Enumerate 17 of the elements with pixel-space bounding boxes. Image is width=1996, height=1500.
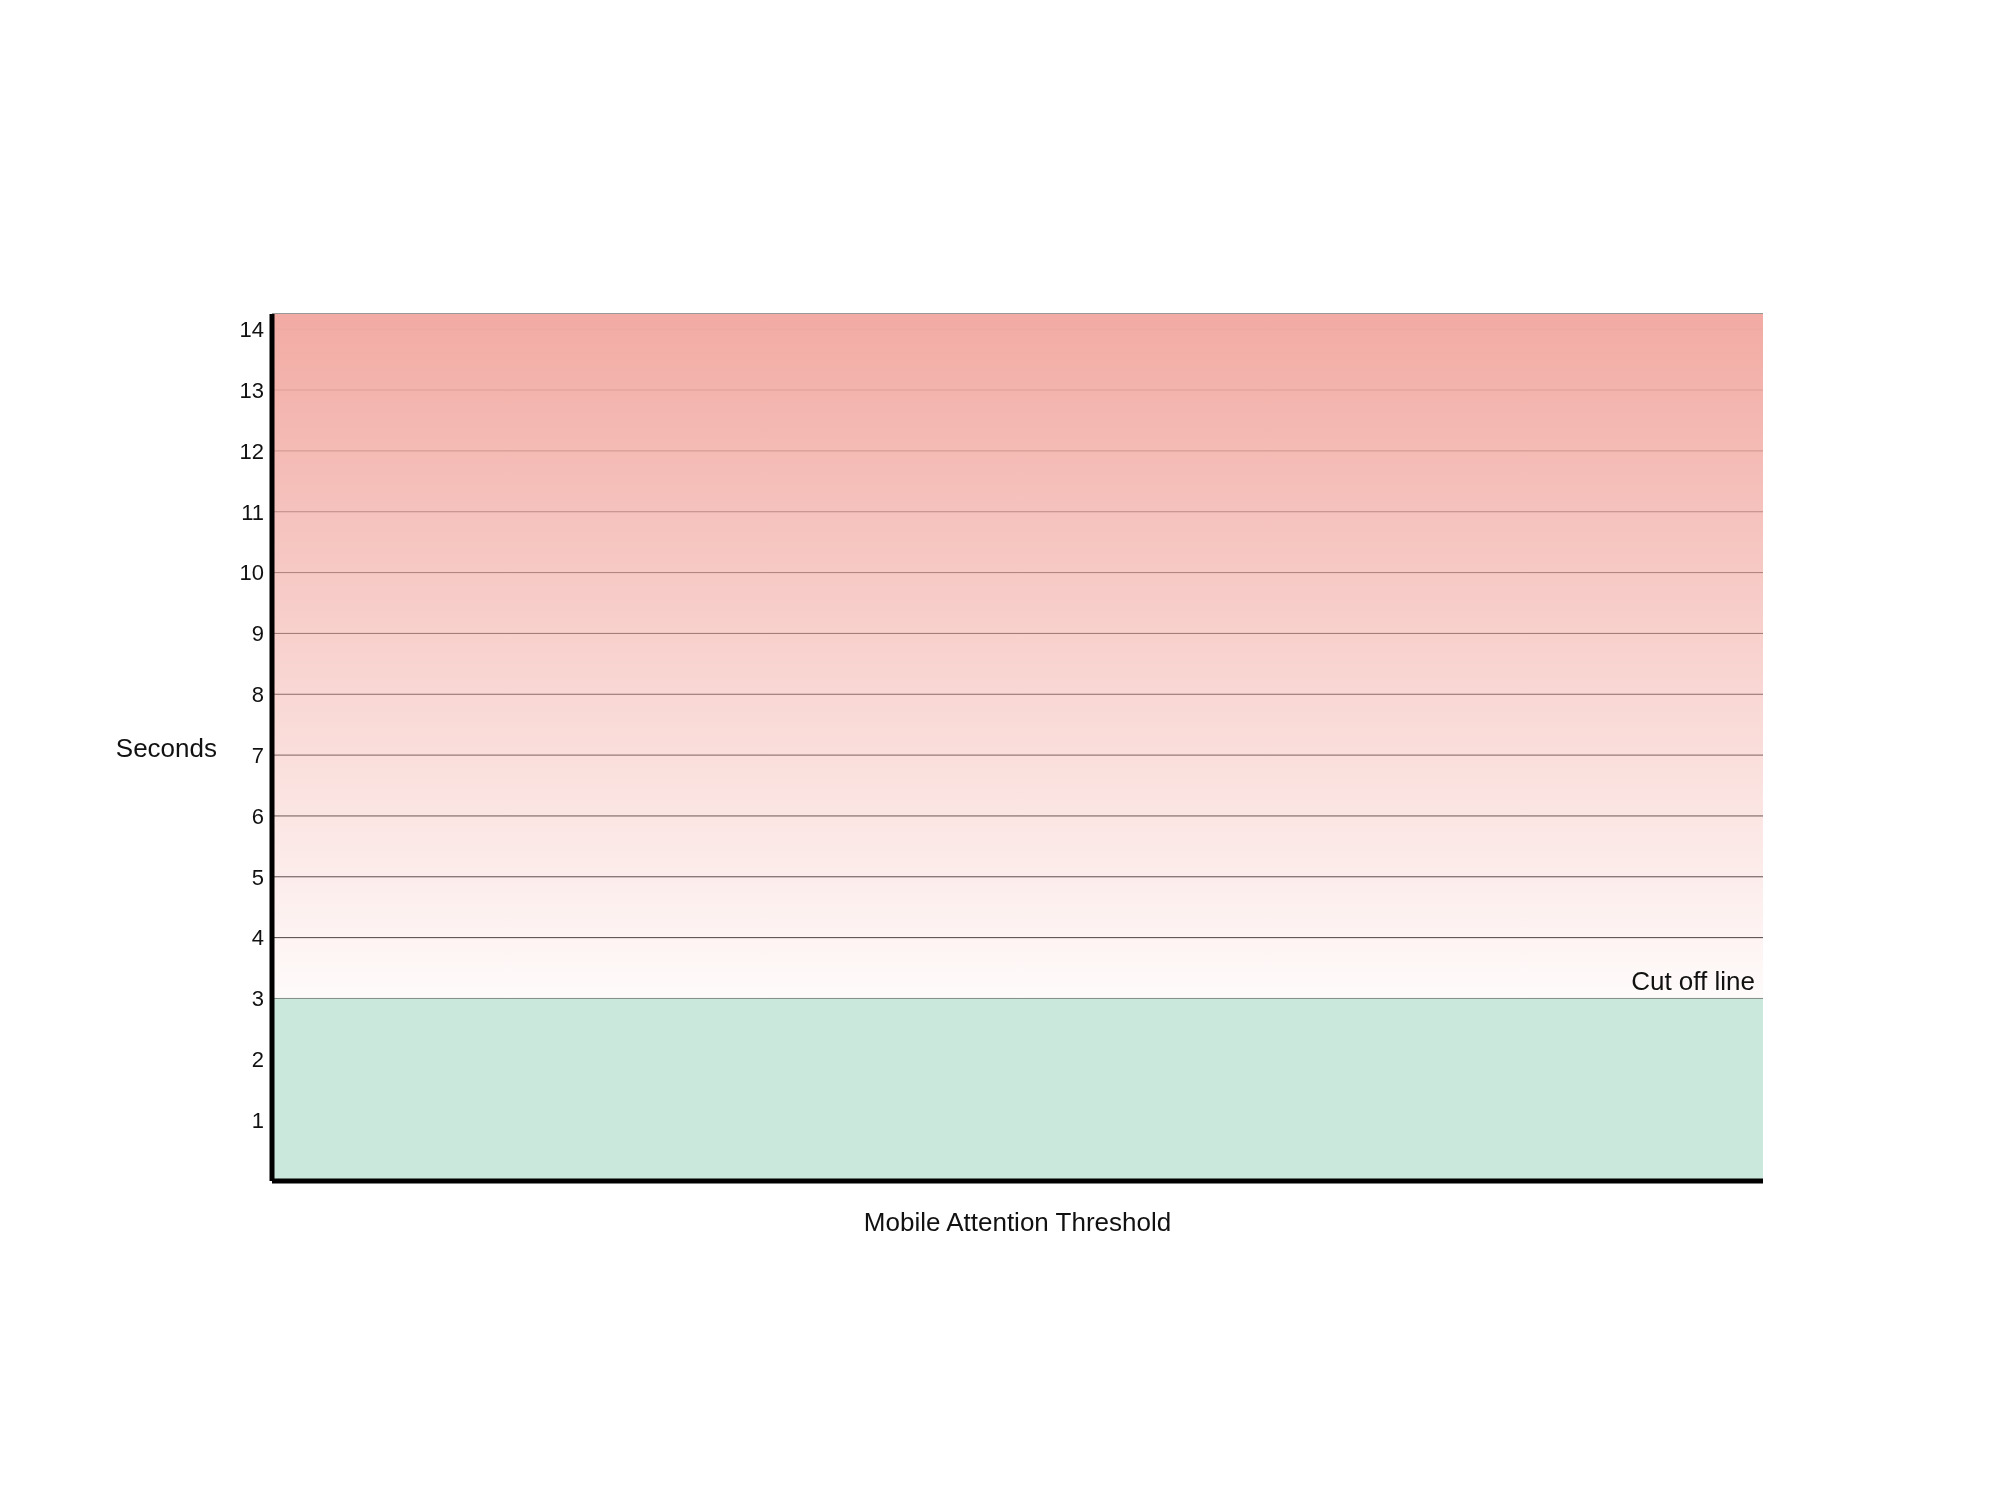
y-tick-label: 2 bbox=[251, 1047, 264, 1073]
y-tick-label: 10 bbox=[239, 560, 264, 586]
y-tick-label: 9 bbox=[251, 621, 264, 647]
y-tick-label: 7 bbox=[251, 742, 264, 768]
y-tick-label: 1 bbox=[251, 1107, 264, 1133]
y-tick-label: 5 bbox=[251, 864, 264, 890]
y-tick-label: 3 bbox=[251, 986, 264, 1012]
y-axis-title: Seconds bbox=[115, 732, 217, 763]
y-tick-label: 12 bbox=[239, 438, 264, 464]
y-tick-label: 6 bbox=[251, 803, 264, 829]
annotation: Cut off line bbox=[1631, 966, 1755, 997]
y-tick-label: 4 bbox=[251, 925, 264, 951]
y-tick-label: 8 bbox=[251, 682, 264, 708]
x-axis-title: Mobile Attention Threshold bbox=[863, 1207, 1172, 1237]
y-tick-label: 11 bbox=[241, 499, 264, 525]
y-tick-label: 13 bbox=[239, 377, 264, 403]
y-tick-label: 14 bbox=[239, 317, 264, 343]
